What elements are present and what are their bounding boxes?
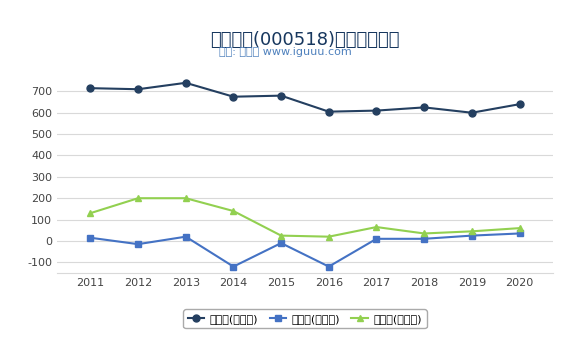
现金流(百万元) xyxy=(325,234,332,239)
净利润(百万元) xyxy=(278,241,284,245)
Legend: 净资产(百万元), 净利润(百万元), 现金流(百万元): 净资产(百万元), 净利润(百万元), 现金流(百万元) xyxy=(184,309,426,328)
净利润(百万元) xyxy=(230,265,237,269)
净资产(百万元) xyxy=(421,105,428,110)
Text: 来源: 爱股网 www.iguuu.com: 来源: 爱股网 www.iguuu.com xyxy=(219,47,351,57)
现金流(百万元) xyxy=(135,196,141,200)
现金流(百万元) xyxy=(278,233,284,238)
净资产(百万元) xyxy=(182,81,189,85)
现金流(百万元) xyxy=(182,196,189,200)
净利润(百万元) xyxy=(135,242,141,246)
净资产(百万元) xyxy=(278,93,284,98)
净资产(百万元) xyxy=(87,86,94,90)
净利润(百万元) xyxy=(87,236,94,240)
现金流(百万元) xyxy=(516,226,523,230)
现金流(百万元) xyxy=(469,229,475,233)
Line: 现金流(百万元): 现金流(百万元) xyxy=(87,195,523,240)
现金流(百万元) xyxy=(87,211,94,215)
净资产(百万元) xyxy=(516,102,523,106)
净资产(百万元) xyxy=(135,87,141,91)
净资产(百万元) xyxy=(230,94,237,99)
现金流(百万元) xyxy=(421,231,428,236)
净资产(百万元) xyxy=(469,111,475,115)
净利润(百万元) xyxy=(421,237,428,241)
净资产(百万元) xyxy=(373,108,380,113)
净资产(百万元) xyxy=(325,110,332,114)
现金流(百万元) xyxy=(230,209,237,213)
Title: 四环生物(000518)历史财务指标: 四环生物(000518)历史财务指标 xyxy=(210,31,400,49)
净利润(百万元) xyxy=(516,231,523,236)
Line: 净利润(百万元): 净利润(百万元) xyxy=(87,230,523,270)
净利润(百万元) xyxy=(325,265,332,269)
Line: 净资产(百万元): 净资产(百万元) xyxy=(87,79,523,116)
净利润(百万元) xyxy=(182,234,189,239)
现金流(百万元) xyxy=(373,225,380,229)
净利润(百万元) xyxy=(469,233,475,238)
净利润(百万元) xyxy=(373,237,380,241)
